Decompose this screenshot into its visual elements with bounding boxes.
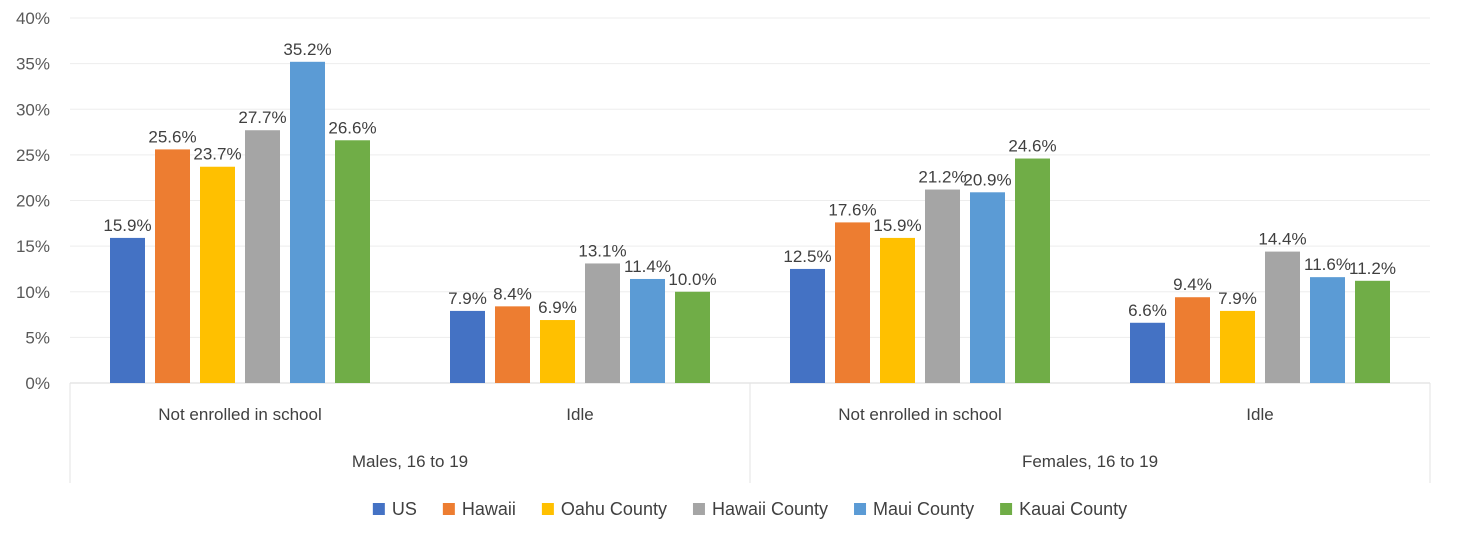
data-label: 21.2% — [918, 168, 966, 187]
y-tick-label: 20% — [16, 192, 50, 211]
bar — [1175, 297, 1210, 383]
legend-swatch — [854, 503, 867, 515]
bar — [290, 61, 325, 384]
data-label: 7.9% — [1218, 289, 1257, 308]
legend-swatch — [372, 503, 385, 515]
data-label: 15.9% — [103, 216, 151, 235]
legend-item: Kauai County — [1000, 499, 1127, 519]
data-label: 35.2% — [283, 40, 331, 59]
y-tick-label: 0% — [25, 374, 50, 393]
bar — [630, 278, 665, 383]
category-label: Idle — [1246, 405, 1273, 424]
data-label: 8.4% — [493, 284, 532, 303]
bar — [110, 237, 145, 383]
data-label: 12.5% — [783, 247, 831, 266]
data-label: 24.6% — [1008, 137, 1056, 156]
data-label: 26.6% — [328, 118, 376, 137]
data-label: 11.4% — [624, 257, 671, 276]
data-label: 27.7% — [238, 108, 286, 127]
bar — [335, 140, 370, 383]
bar — [1130, 322, 1165, 383]
y-tick-label: 25% — [16, 146, 50, 165]
legend-label: Hawaii County — [712, 499, 828, 519]
bar — [835, 222, 870, 383]
legend-swatch — [541, 503, 554, 515]
bar — [585, 263, 620, 383]
legend-label: Hawaii — [462, 499, 516, 519]
bar — [790, 268, 825, 383]
data-label: 6.6% — [1128, 301, 1167, 320]
bar — [245, 130, 280, 383]
data-label: 6.9% — [538, 298, 577, 317]
x-axis-categories: Not enrolled in school Idle Not enrolled i… — [69, 383, 1431, 483]
data-label: 23.7% — [193, 145, 241, 164]
data-label: 17.6% — [828, 200, 876, 219]
category-label: Idle — [566, 405, 593, 424]
bar — [1015, 158, 1050, 383]
y-axis: 0% 5% 10% 15% 20% 25% 30% 35% 40% — [16, 9, 50, 393]
data-label: 14.4% — [1258, 230, 1306, 249]
bar — [200, 166, 235, 383]
y-tick-label: 15% — [16, 237, 50, 256]
bar — [155, 149, 190, 383]
bars — [110, 61, 1390, 384]
data-label: 20.9% — [963, 170, 1011, 189]
legend-swatch — [1000, 503, 1013, 515]
bar — [450, 310, 485, 383]
bar — [1310, 277, 1345, 383]
legend-label: Maui County — [873, 499, 974, 519]
y-tick-label: 5% — [25, 328, 50, 347]
data-label: 7.9% — [448, 289, 487, 308]
data-label: 10.0% — [668, 270, 716, 289]
bar — [675, 291, 710, 383]
legend-item: Hawaii — [442, 499, 516, 519]
legend-swatch — [442, 503, 455, 515]
y-tick-label: 10% — [16, 283, 50, 302]
bar — [1265, 251, 1300, 383]
bar — [925, 189, 960, 383]
y-tick-label: 35% — [16, 55, 50, 74]
legend-label: Oahu County — [561, 499, 667, 519]
bar — [495, 306, 530, 383]
data-label: 25.6% — [148, 127, 196, 146]
legend-swatch — [692, 503, 705, 515]
bar — [1220, 310, 1255, 383]
legend-label: Kauai County — [1019, 499, 1127, 519]
data-label: 15.9% — [873, 216, 921, 235]
data-label: 11.6% — [1304, 255, 1351, 274]
bar — [880, 237, 915, 383]
data-label: 11.2% — [1349, 259, 1396, 278]
data-label: 9.4% — [1173, 275, 1212, 294]
legend: US Hawaii Oahu County Hawaii County Maui Cou… — [372, 499, 1127, 519]
data-labels: 15.9% 7.9% 12.5% 6.6% 25.6% 8.4% 17.6% 9.4% 23.7… — [103, 40, 1396, 320]
category-label: Not enrolled in school — [838, 405, 1001, 424]
bar — [540, 320, 575, 383]
group-label: Males, 16 to 19 — [352, 452, 468, 471]
legend-item: Hawaii County — [692, 499, 828, 519]
legend-item: Oahu County — [541, 499, 667, 519]
legend-label: US — [392, 499, 417, 519]
category-label: Not enrolled in school — [158, 405, 321, 424]
bar — [1355, 280, 1390, 383]
bar — [970, 192, 1005, 383]
legend-item: Maui County — [854, 499, 974, 519]
data-label: 13.1% — [578, 241, 626, 260]
legend-item: US — [372, 499, 417, 519]
y-tick-label: 30% — [16, 100, 50, 119]
y-tick-label: 40% — [16, 9, 50, 28]
group-label: Females, 16 to 19 — [1022, 452, 1158, 471]
